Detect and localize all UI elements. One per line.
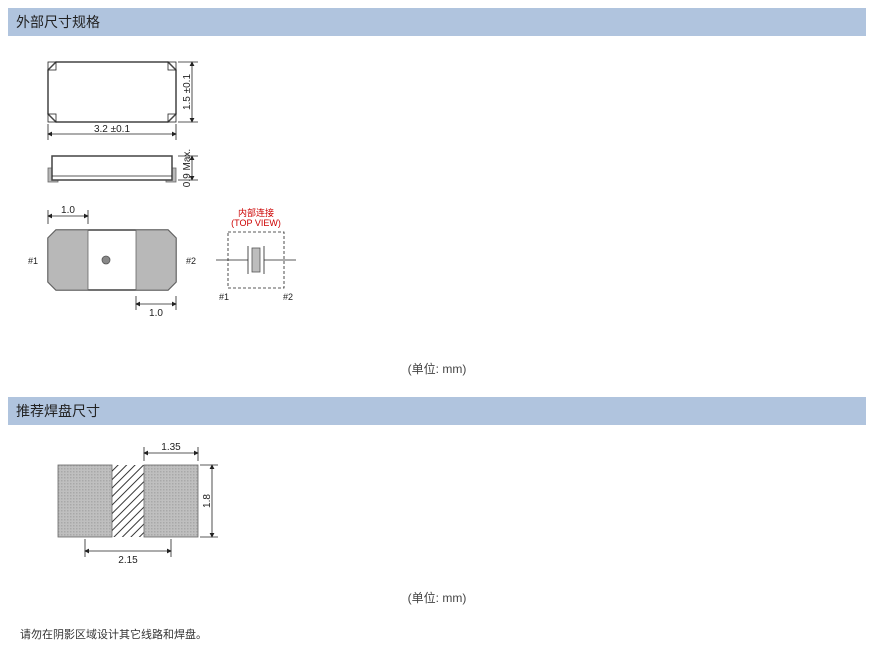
dimensions-diagram-area: 3.2 ±0.1 1.5 ±0.1 0.9 Max. 1.0 [28,52,866,352]
bottom-view-group: 1.0 #1 #2 1.0 [28,205,196,319]
internal-pin2-label: #2 [283,292,293,302]
side-view-group: 0.9 Max. [48,149,198,187]
internal-title2: (TOP VIEW) [231,218,281,228]
top-height-label: 1.5 ±0.1 [182,74,193,111]
internal-pin1-label: #1 [219,292,229,302]
land-left-pad [58,465,112,537]
pad-bottom-label: 1.0 [149,308,163,319]
internal-view-group: 内部连接 (TOP VIEW) #1 #2 [216,207,296,302]
land-svg: 1.35 1.8 2.15 [28,441,288,581]
internal-title1: 内部连接 [238,207,274,218]
land-height-label: 1.8 [202,494,213,508]
section-header-land: 推荐焊盘尺寸 [8,397,866,425]
top-width-label: 3.2 ±0.1 [94,124,131,135]
dimensions-svg: 3.2 ±0.1 1.5 ±0.1 0.9 Max. 1.0 [28,52,348,352]
pad-top-label: 1.0 [61,205,75,216]
bottom-pin1-label: #1 [28,256,38,266]
side-height-label: 0.9 Max. [182,149,193,187]
bottom-pin2-label: #2 [186,256,196,266]
land-unit-note: (单位: mm) [8,589,866,606]
top-view-group: 3.2 ±0.1 1.5 ±0.1 [48,62,198,140]
land-right-pad [144,465,198,537]
land-diagram-area: 1.35 1.8 2.15 [28,441,866,581]
land-footnote: 请勿在阴影区域设计其它线路和焊盘。 [20,626,866,642]
section-header-dimensions: 外部尺寸规格 [8,8,866,36]
dimensions-unit-note: (单位: mm) [8,360,866,377]
land-pad-width-label: 1.35 [161,442,181,453]
land-keepout [112,465,144,537]
land-pitch-label: 2.15 [118,555,138,566]
